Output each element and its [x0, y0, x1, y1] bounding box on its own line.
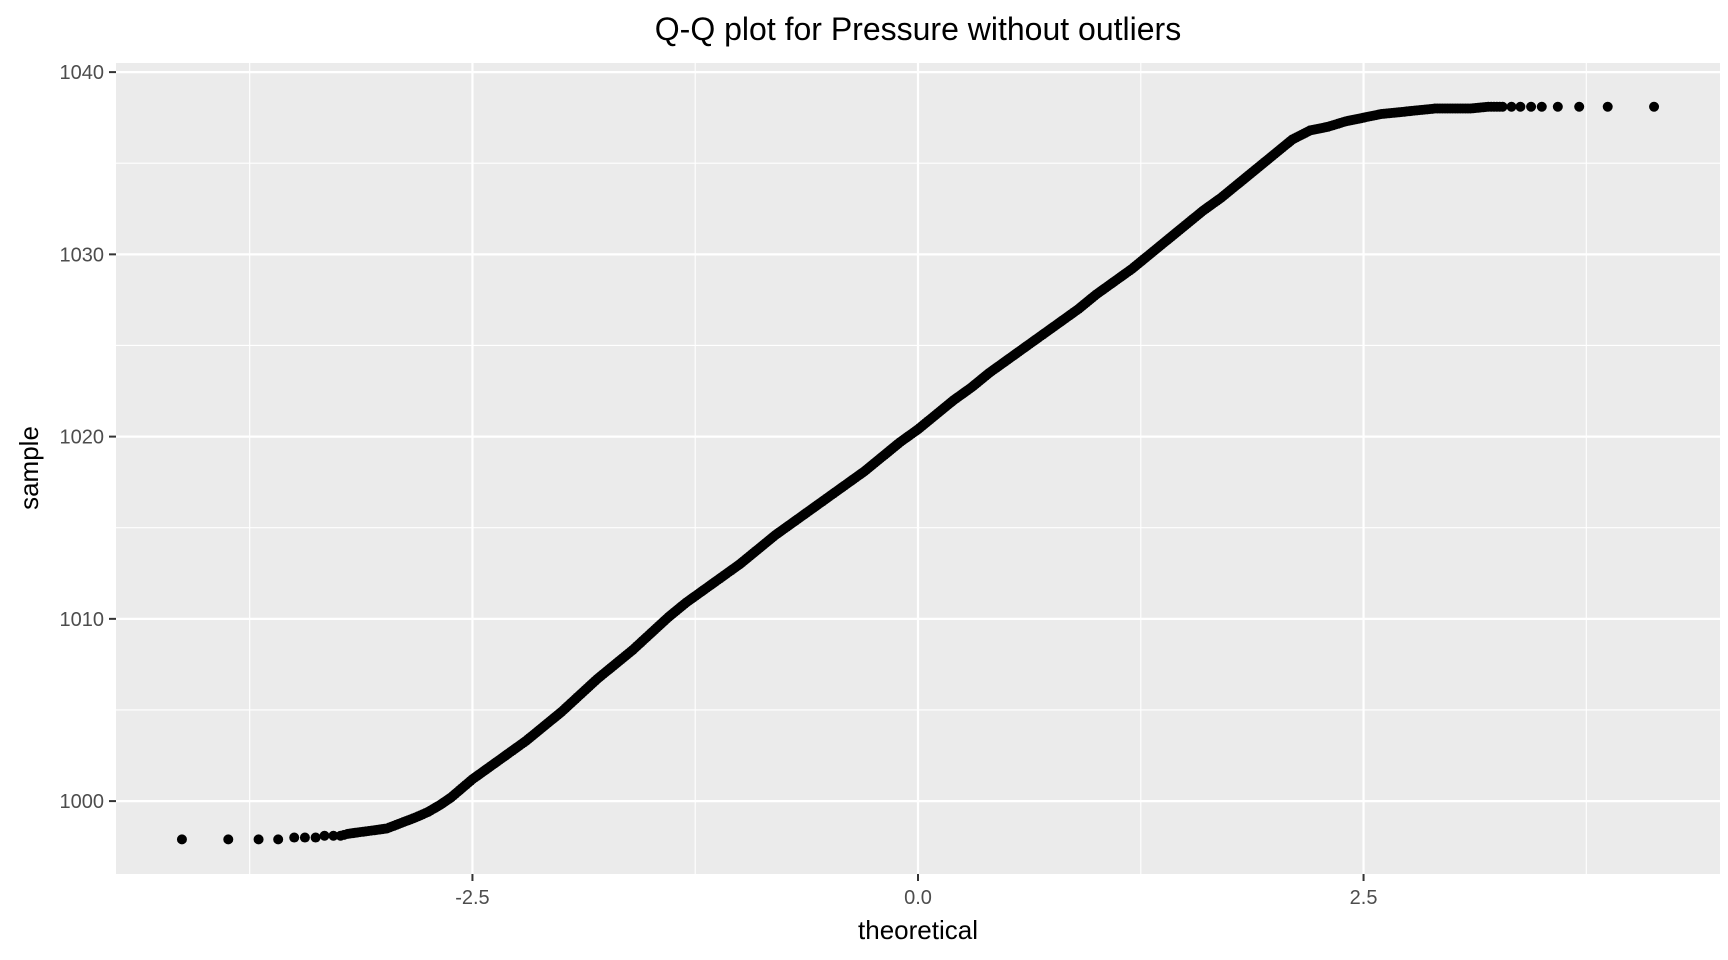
data-point [176, 834, 187, 845]
y-tick-label: 1030 [60, 244, 105, 266]
y-tick-label: 1010 [60, 609, 105, 631]
data-point [253, 834, 264, 845]
y-axis-ticks: 1000 1010 1020 1030 1040 [60, 62, 116, 813]
data-point [1497, 101, 1508, 112]
data-point [319, 830, 330, 841]
y-axis-title: sample [14, 426, 44, 510]
data-point [299, 832, 310, 843]
x-axis-ticks: -2.5 0.0 2.5 [455, 874, 1377, 909]
data-point [1649, 101, 1660, 112]
grid-lines [116, 63, 1720, 874]
data-point [223, 834, 234, 845]
data-point [310, 832, 321, 843]
y-tick-label: 1020 [60, 427, 105, 449]
data-point [1506, 101, 1517, 112]
y-tick-label: 1040 [60, 62, 105, 84]
data-point [1526, 101, 1537, 112]
data-point [1552, 101, 1563, 112]
data-points [176, 101, 1660, 845]
x-axis-title: theoretical [858, 915, 978, 945]
data-point [1574, 101, 1585, 112]
data-point [289, 832, 300, 843]
data-point [1515, 101, 1526, 112]
x-tick-label: 2.5 [1350, 887, 1378, 909]
x-tick-label: 0.0 [904, 887, 932, 909]
data-point [328, 830, 339, 841]
chart-title: Q-Q plot for Pressure without outliers [655, 11, 1181, 47]
data-point [273, 834, 284, 845]
data-point [1602, 101, 1613, 112]
data-point [1536, 101, 1547, 112]
y-tick-label: 1000 [60, 791, 105, 813]
x-tick-label: -2.5 [455, 887, 489, 909]
